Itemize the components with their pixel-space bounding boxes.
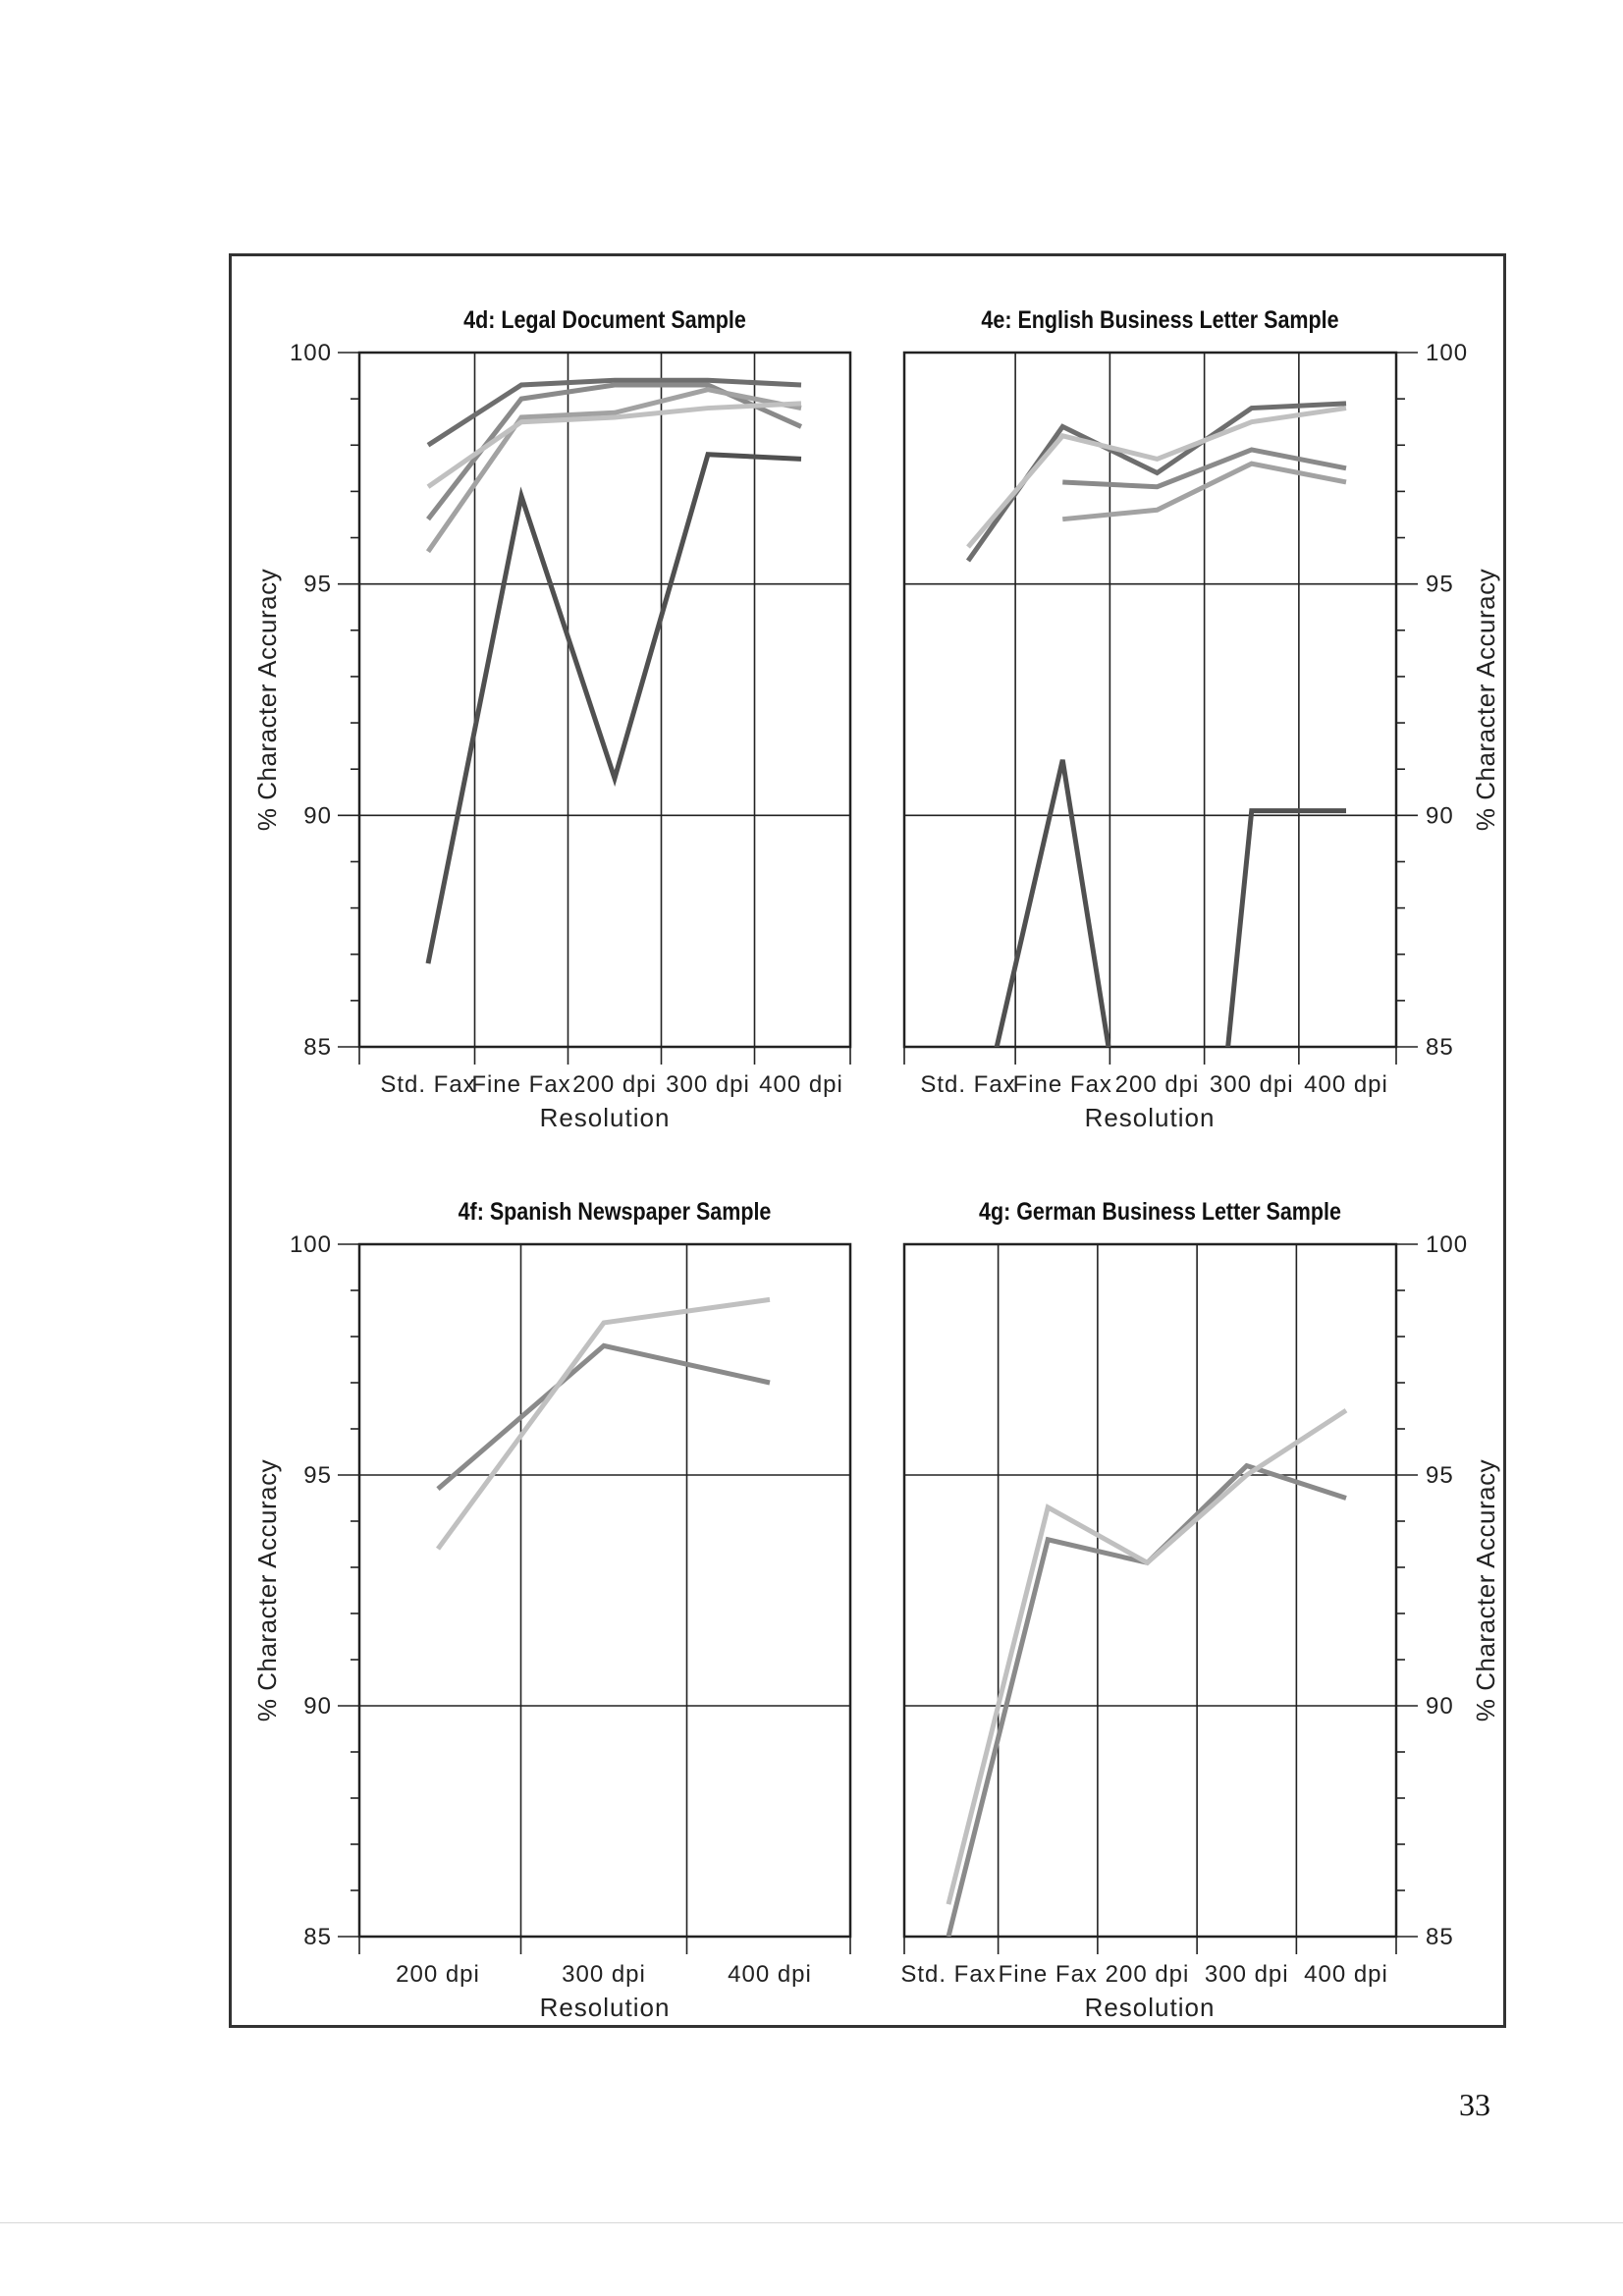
series-line-4d-5 bbox=[426, 401, 802, 489]
series-line-4e-5 bbox=[1062, 461, 1347, 522]
y-tick-label: 90 bbox=[1426, 1693, 1454, 1720]
x-tick-label: 200 dpi bbox=[1115, 1071, 1200, 1098]
series-line-4f-1 bbox=[436, 1342, 771, 1491]
y-tick-label: 85 bbox=[303, 1034, 332, 1061]
x-axis-label: Resolution bbox=[540, 1103, 671, 1132]
series-line-4e-3 bbox=[966, 406, 1347, 549]
x-tick-label: Fine Fax bbox=[471, 1071, 570, 1098]
chart-title: 4g: German Business Letter Sample bbox=[979, 1197, 1341, 1225]
x-tick-label: 400 dpi bbox=[728, 1961, 812, 1988]
chart-title: 4d: Legal Document Sample bbox=[463, 305, 746, 333]
y-tick-label: 100 bbox=[290, 340, 332, 366]
x-axis-label: Resolution bbox=[1085, 1103, 1216, 1132]
y-axis-label: % Character Accuracy bbox=[1471, 569, 1500, 831]
y-tick-label: 95 bbox=[303, 572, 332, 598]
y-tick-label: 85 bbox=[303, 1924, 332, 1950]
series-line-4g-2 bbox=[946, 1408, 1348, 1905]
x-tick-label: 200 dpi bbox=[1106, 1961, 1190, 1988]
x-axis-label: Resolution bbox=[1085, 1993, 1216, 2022]
series-line-4e-4 bbox=[1062, 447, 1347, 490]
y-tick-label: 100 bbox=[290, 1231, 332, 1258]
x-tick-label: Fine Fax bbox=[1013, 1071, 1112, 1098]
y-tick-label: 95 bbox=[1426, 1462, 1454, 1489]
series-line-4d-1 bbox=[425, 452, 802, 964]
y-tick-label: 90 bbox=[303, 802, 332, 829]
chart-4g: 100 95 90 85 Std. Fax Fine Fax 200 dpi 300 dpi 4… bbox=[900, 1197, 1500, 2022]
x-tick-label: 300 dpi bbox=[666, 1071, 750, 1098]
x-tick-label: 300 dpi bbox=[1210, 1071, 1294, 1098]
x-tick-label: 300 dpi bbox=[1205, 1961, 1289, 1988]
y-tick-label: 85 bbox=[1426, 1924, 1454, 1950]
chart-title: 4e: English Business Letter Sample bbox=[981, 305, 1338, 333]
series-line-4d-2 bbox=[426, 377, 802, 448]
x-tick-label: Std. Fax bbox=[380, 1071, 475, 1098]
x-tick-label: 200 dpi bbox=[572, 1071, 657, 1098]
y-tick-label: 90 bbox=[303, 1693, 332, 1720]
x-tick-label: 300 dpi bbox=[562, 1961, 646, 1988]
x-tick-label: 200 dpi bbox=[396, 1961, 480, 1988]
figure-frame: 100 95 90 85 Std. Fax Fine Fax 200 dpi 300 dpi 4… bbox=[229, 253, 1506, 2028]
x-tick-label: 400 dpi bbox=[759, 1071, 843, 1098]
x-tick-label: 400 dpi bbox=[1304, 1071, 1388, 1098]
x-tick-label: Std. Fax bbox=[920, 1071, 1015, 1098]
series-line-4d-3 bbox=[426, 382, 803, 521]
y-tick-label: 90 bbox=[1426, 802, 1454, 829]
y-axis-label: % Character Accuracy bbox=[252, 569, 282, 831]
series-group bbox=[965, 401, 1347, 1047]
x-axis-label: Resolution bbox=[540, 1993, 671, 2022]
series-group bbox=[425, 377, 803, 964]
y-tick-label: 95 bbox=[303, 1462, 332, 1489]
series-line-4e-1 bbox=[994, 759, 1346, 1047]
chart-4f: 100 95 90 85 200 dpi 300 dpi 400 dpi Resolution… bbox=[252, 1197, 852, 2022]
series-line-4f-2 bbox=[435, 1296, 771, 1551]
chart-title: 4f: Spanish Newspaper Sample bbox=[459, 1197, 772, 1225]
x-tick-label: Fine Fax bbox=[999, 1961, 1098, 1988]
page-bottom-rule bbox=[0, 2222, 1623, 2223]
series-line-4d-4 bbox=[425, 387, 802, 554]
y-axis-label: % Character Accuracy bbox=[252, 1459, 282, 1722]
x-tick-label: 400 dpi bbox=[1304, 1961, 1388, 1988]
plot-area-4g bbox=[902, 1242, 1398, 1939]
page-number: 33 bbox=[1459, 2087, 1490, 2122]
y-tick-label: 95 bbox=[1426, 572, 1454, 598]
y-axis-label: % Character Accuracy bbox=[1471, 1459, 1500, 1722]
x-tick-label: Std. Fax bbox=[900, 1961, 996, 1988]
series-group bbox=[946, 1408, 1348, 1937]
y-tick-label: 100 bbox=[1426, 1231, 1468, 1258]
series-line-4g-1 bbox=[946, 1462, 1347, 1937]
y-tick-label: 100 bbox=[1426, 340, 1468, 366]
series-group bbox=[435, 1296, 771, 1551]
y-tick-label: 85 bbox=[1426, 1034, 1454, 1061]
